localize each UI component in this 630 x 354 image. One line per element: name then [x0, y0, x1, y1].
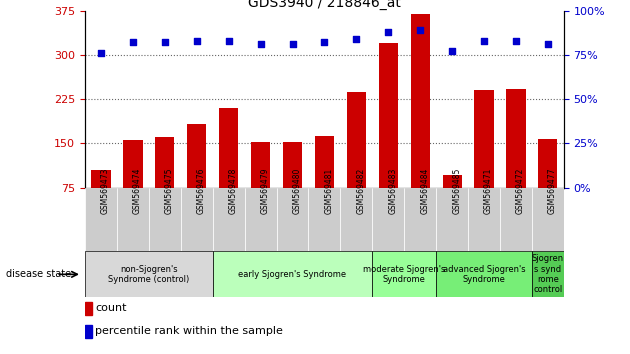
Bar [436, 188, 468, 251]
Bar [91, 170, 111, 188]
Text: GSM569475: GSM569475 [165, 167, 174, 214]
Bar [244, 188, 277, 251]
Text: GSM569481: GSM569481 [324, 168, 333, 214]
Text: GSM569471: GSM569471 [484, 167, 493, 214]
Bar [315, 136, 334, 188]
Bar [219, 108, 238, 188]
Bar [181, 188, 213, 251]
Text: Sjogren
s synd
rome
control: Sjogren s synd rome control [532, 254, 564, 295]
Text: moderate Sjogren's
Syndrome: moderate Sjogren's Syndrome [363, 265, 445, 284]
Point [479, 38, 489, 44]
Bar [155, 137, 175, 188]
Text: GSM569480: GSM569480 [292, 167, 302, 214]
Bar [309, 188, 340, 251]
Bar [346, 92, 366, 188]
Text: count: count [95, 303, 127, 313]
Point [511, 38, 521, 44]
Bar [411, 13, 430, 188]
Point [192, 38, 202, 44]
Text: GSM569483: GSM569483 [388, 167, 398, 214]
Bar [538, 139, 558, 188]
Title: GDS3940 / 218846_at: GDS3940 / 218846_at [248, 0, 401, 10]
Bar [85, 325, 92, 338]
Text: GSM569478: GSM569478 [229, 167, 238, 214]
Text: non-Sjogren's
Syndrome (control): non-Sjogren's Syndrome (control) [108, 265, 190, 284]
Point [543, 41, 553, 47]
Text: advanced Sjogren's
Syndrome: advanced Sjogren's Syndrome [443, 265, 525, 284]
Point [224, 38, 234, 44]
Bar [277, 188, 309, 251]
Bar [379, 43, 398, 188]
Text: percentile rank within the sample: percentile rank within the sample [95, 326, 283, 336]
Text: GSM569473: GSM569473 [101, 167, 110, 214]
Bar [117, 188, 149, 251]
Bar [532, 251, 564, 297]
Text: GSM569484: GSM569484 [420, 167, 429, 214]
Bar [85, 188, 117, 251]
Text: GSM569477: GSM569477 [548, 167, 557, 214]
Bar [532, 188, 564, 251]
Point [383, 29, 393, 35]
Bar [474, 90, 494, 188]
Text: GSM569479: GSM569479 [261, 167, 270, 214]
Bar [123, 141, 142, 188]
Bar [251, 142, 270, 188]
Bar [283, 142, 302, 188]
Bar [85, 251, 213, 297]
Point [447, 48, 457, 54]
Point [256, 41, 266, 47]
Bar [372, 188, 404, 251]
Bar [404, 188, 436, 251]
Bar [436, 251, 532, 297]
Bar [213, 251, 372, 297]
Bar [507, 89, 525, 188]
Bar [442, 175, 462, 188]
Point [287, 41, 297, 47]
Bar [187, 124, 207, 188]
Point [160, 40, 170, 45]
Text: GSM569485: GSM569485 [452, 167, 461, 214]
Point [319, 40, 329, 45]
Text: GSM569482: GSM569482 [357, 168, 365, 214]
Bar [213, 188, 244, 251]
Text: GSM569474: GSM569474 [133, 167, 142, 214]
Point [415, 27, 425, 33]
Bar [340, 188, 372, 251]
Text: GSM569476: GSM569476 [197, 167, 206, 214]
Text: GSM569472: GSM569472 [516, 167, 525, 214]
Bar [372, 251, 436, 297]
Text: disease state: disease state [6, 269, 71, 279]
Point [128, 40, 138, 45]
Bar [468, 188, 500, 251]
Bar [149, 188, 181, 251]
Text: early Sjogren's Syndrome: early Sjogren's Syndrome [239, 270, 347, 279]
Point [352, 36, 362, 42]
Bar [500, 188, 532, 251]
Point [96, 50, 106, 56]
Bar [85, 302, 92, 315]
